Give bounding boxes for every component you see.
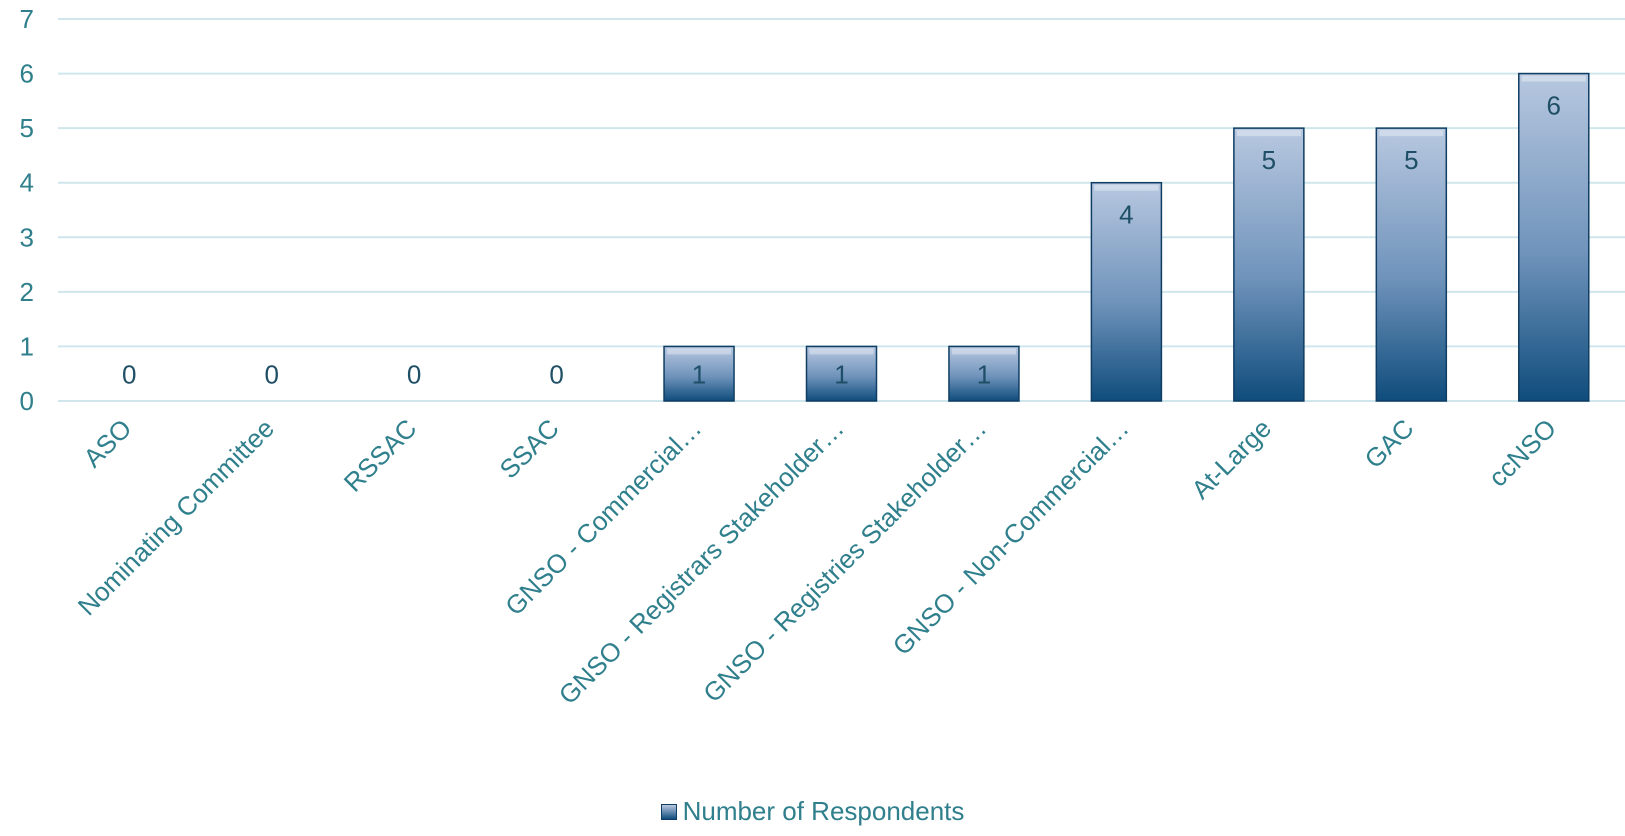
y-tick-label: 4 <box>20 168 34 198</box>
x-category-label: GNSO - Registrars Stakeholder… <box>553 413 850 710</box>
data-label: 0 <box>264 359 278 389</box>
bar-highlight <box>809 348 874 355</box>
y-axis-ticks: 0 1 2 3 4 5 6 7 <box>20 4 34 416</box>
data-labels: 0 0 0 0 1 1 1 4 5 5 6 <box>122 91 1561 390</box>
x-category-label: GNSO - Registries Stakeholder… <box>697 413 992 708</box>
bar <box>805 345 878 402</box>
y-tick-label: 2 <box>20 277 34 307</box>
x-category-label: ASO <box>77 413 137 473</box>
y-tick-label: 0 <box>20 386 34 416</box>
x-category-label: GAC <box>1359 413 1420 474</box>
data-label: 0 <box>407 359 421 389</box>
data-label: 1 <box>834 359 848 389</box>
bar-highlight <box>951 348 1016 355</box>
data-label: 1 <box>977 359 991 389</box>
x-category-label: SSAC <box>494 413 565 484</box>
bar <box>1518 72 1590 402</box>
data-label: 1 <box>692 359 706 389</box>
bar-highlight <box>1521 75 1586 82</box>
legend-swatch-icon <box>660 803 677 820</box>
bar <box>948 345 1020 402</box>
x-category-label: At-Large <box>1185 413 1277 505</box>
data-label: 4 <box>1119 200 1133 230</box>
gridlines <box>58 18 1625 402</box>
x-category-label: RSSAC <box>338 413 423 498</box>
bars <box>663 72 1590 402</box>
bar <box>1233 127 1305 402</box>
bar-highlight <box>1379 130 1444 137</box>
data-label: 5 <box>1262 145 1276 175</box>
bar-highlight <box>667 348 732 355</box>
y-tick-label: 5 <box>20 113 34 143</box>
y-tick-label: 7 <box>20 4 34 34</box>
bar <box>663 345 735 402</box>
bar <box>1375 127 1448 402</box>
y-tick-label: 3 <box>20 222 34 252</box>
bar-highlight <box>1236 130 1301 137</box>
data-label: 0 <box>549 359 563 389</box>
bar <box>1090 181 1163 402</box>
bar-highlight <box>1094 184 1159 191</box>
legend: Number of Respondents <box>0 796 1625 827</box>
data-label: 6 <box>1547 91 1561 121</box>
x-category-label: ccNSO <box>1483 413 1562 492</box>
data-label: 0 <box>122 359 136 389</box>
data-label: 5 <box>1404 145 1418 175</box>
y-tick-label: 1 <box>20 331 34 361</box>
legend-label: Number of Respondents <box>682 796 965 826</box>
x-category-label: GNSO - Non-Commercial… <box>887 413 1135 661</box>
y-tick-label: 6 <box>20 59 34 89</box>
